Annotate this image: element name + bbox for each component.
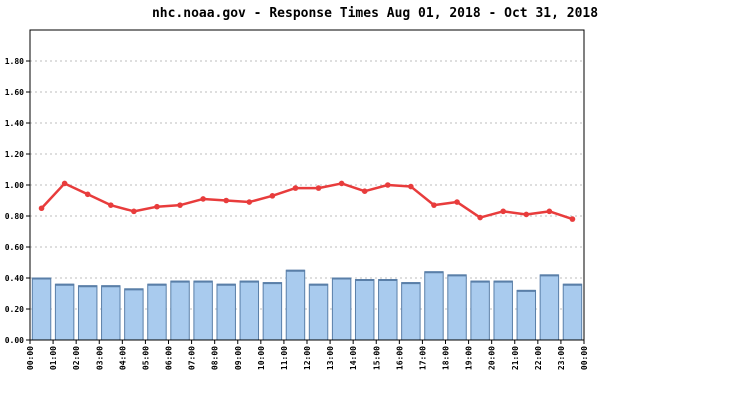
- line-point: [177, 202, 183, 208]
- x-tick-label: 22:00: [534, 346, 543, 370]
- line-point: [292, 185, 299, 191]
- y-tick-label: 1.00: [5, 181, 24, 190]
- axis-layer: [26, 29, 585, 344]
- chart-title: nhc.noaa.gov - Response Times Aug 01, 20…: [151, 6, 599, 21]
- y-tick-label: 0.60: [5, 243, 24, 252]
- x-tick-label: 16:00: [395, 346, 404, 370]
- x-tick-label: 02:00: [72, 346, 81, 370]
- y-tick-label: 1.80: [5, 57, 24, 66]
- x-tick-label: 19:00: [465, 346, 474, 370]
- x-tick-label: 11:00: [280, 346, 289, 370]
- bar: [331, 277, 352, 341]
- line-point: [84, 191, 91, 198]
- bar: [447, 274, 467, 341]
- line-point: [408, 183, 414, 190]
- x-tick-label: 00:00: [580, 346, 589, 370]
- x-tick-label: 05:00: [141, 346, 150, 370]
- bar: [147, 283, 167, 341]
- bar: [216, 283, 236, 341]
- line-point: [107, 202, 114, 208]
- y-tick-label: 0.80: [5, 212, 24, 221]
- x-tick-label: 03:00: [95, 346, 104, 370]
- bar: [285, 269, 306, 341]
- bar: [77, 285, 98, 341]
- line-point: [569, 216, 576, 222]
- x-tick-label: 17:00: [418, 346, 427, 370]
- line-point: [200, 196, 206, 202]
- bar: [378, 279, 398, 341]
- x-tick-label: 04:00: [118, 346, 127, 370]
- x-tick-label: 09:00: [234, 346, 243, 370]
- bar: [101, 285, 121, 341]
- line-point: [361, 188, 368, 194]
- bar: [124, 288, 144, 341]
- line-point: [523, 211, 530, 218]
- y-tick-label: 0.00: [5, 336, 24, 345]
- line-point: [454, 199, 460, 205]
- line-point: [61, 180, 68, 187]
- bar: [262, 282, 283, 341]
- grid-layer: [30, 60, 584, 310]
- x-tick-label: 00:00: [26, 346, 35, 370]
- bar: [31, 277, 52, 341]
- x-tick-label: 08:00: [211, 346, 220, 370]
- bar: [193, 280, 213, 341]
- line-point: [246, 199, 253, 205]
- bar: [354, 279, 375, 341]
- line-point: [546, 208, 553, 215]
- x-tick-label: 23:00: [557, 346, 566, 370]
- x-tick-label: 07:00: [188, 346, 197, 370]
- line-point: [269, 193, 276, 199]
- bar: [493, 280, 513, 341]
- bar: [470, 280, 490, 341]
- y-tick-label: 1.20: [5, 150, 24, 159]
- bar: [401, 282, 421, 341]
- bar: [170, 280, 190, 341]
- line-point: [384, 182, 391, 188]
- x-tick-label: 01:00: [49, 346, 58, 370]
- line-layer: [38, 180, 576, 222]
- x-tick-label: 21:00: [511, 346, 520, 370]
- bar-layer: [31, 269, 583, 341]
- x-tick-label: 20:00: [488, 346, 497, 370]
- x-tick-label: 06:00: [165, 346, 174, 370]
- bar: [516, 289, 537, 341]
- bar: [54, 283, 75, 341]
- bar: [562, 283, 583, 341]
- line-point: [154, 203, 160, 210]
- x-tick-label: 18:00: [442, 346, 451, 370]
- line-point: [431, 202, 437, 208]
- x-tick-label: 13:00: [326, 346, 335, 370]
- label-layer: 0.00 0.20 0.40 0.60 0.80 1.00 1.20 1.40 1.60 1.80…: [5, 57, 589, 370]
- line-point: [338, 180, 345, 187]
- line-point: [500, 208, 507, 215]
- line-point: [223, 197, 230, 204]
- bar: [539, 274, 560, 341]
- y-tick-label: 0.20: [5, 305, 24, 314]
- line-point: [315, 185, 322, 191]
- bar: [308, 283, 329, 341]
- line-series: [40, 182, 573, 221]
- bar: [239, 280, 260, 341]
- line-point: [131, 208, 137, 215]
- y-tick-label: 1.60: [5, 88, 24, 97]
- y-tick-label: 0.40: [5, 274, 24, 283]
- line-point: [477, 214, 483, 221]
- x-tick-label: 14:00: [349, 346, 358, 370]
- x-tick-label: 15:00: [372, 346, 381, 370]
- line-point: [38, 205, 45, 212]
- bar: [424, 271, 444, 341]
- x-tick-label: 10:00: [257, 346, 266, 370]
- y-tick-label: 1.40: [5, 119, 24, 128]
- x-tick-label: 12:00: [303, 346, 312, 370]
